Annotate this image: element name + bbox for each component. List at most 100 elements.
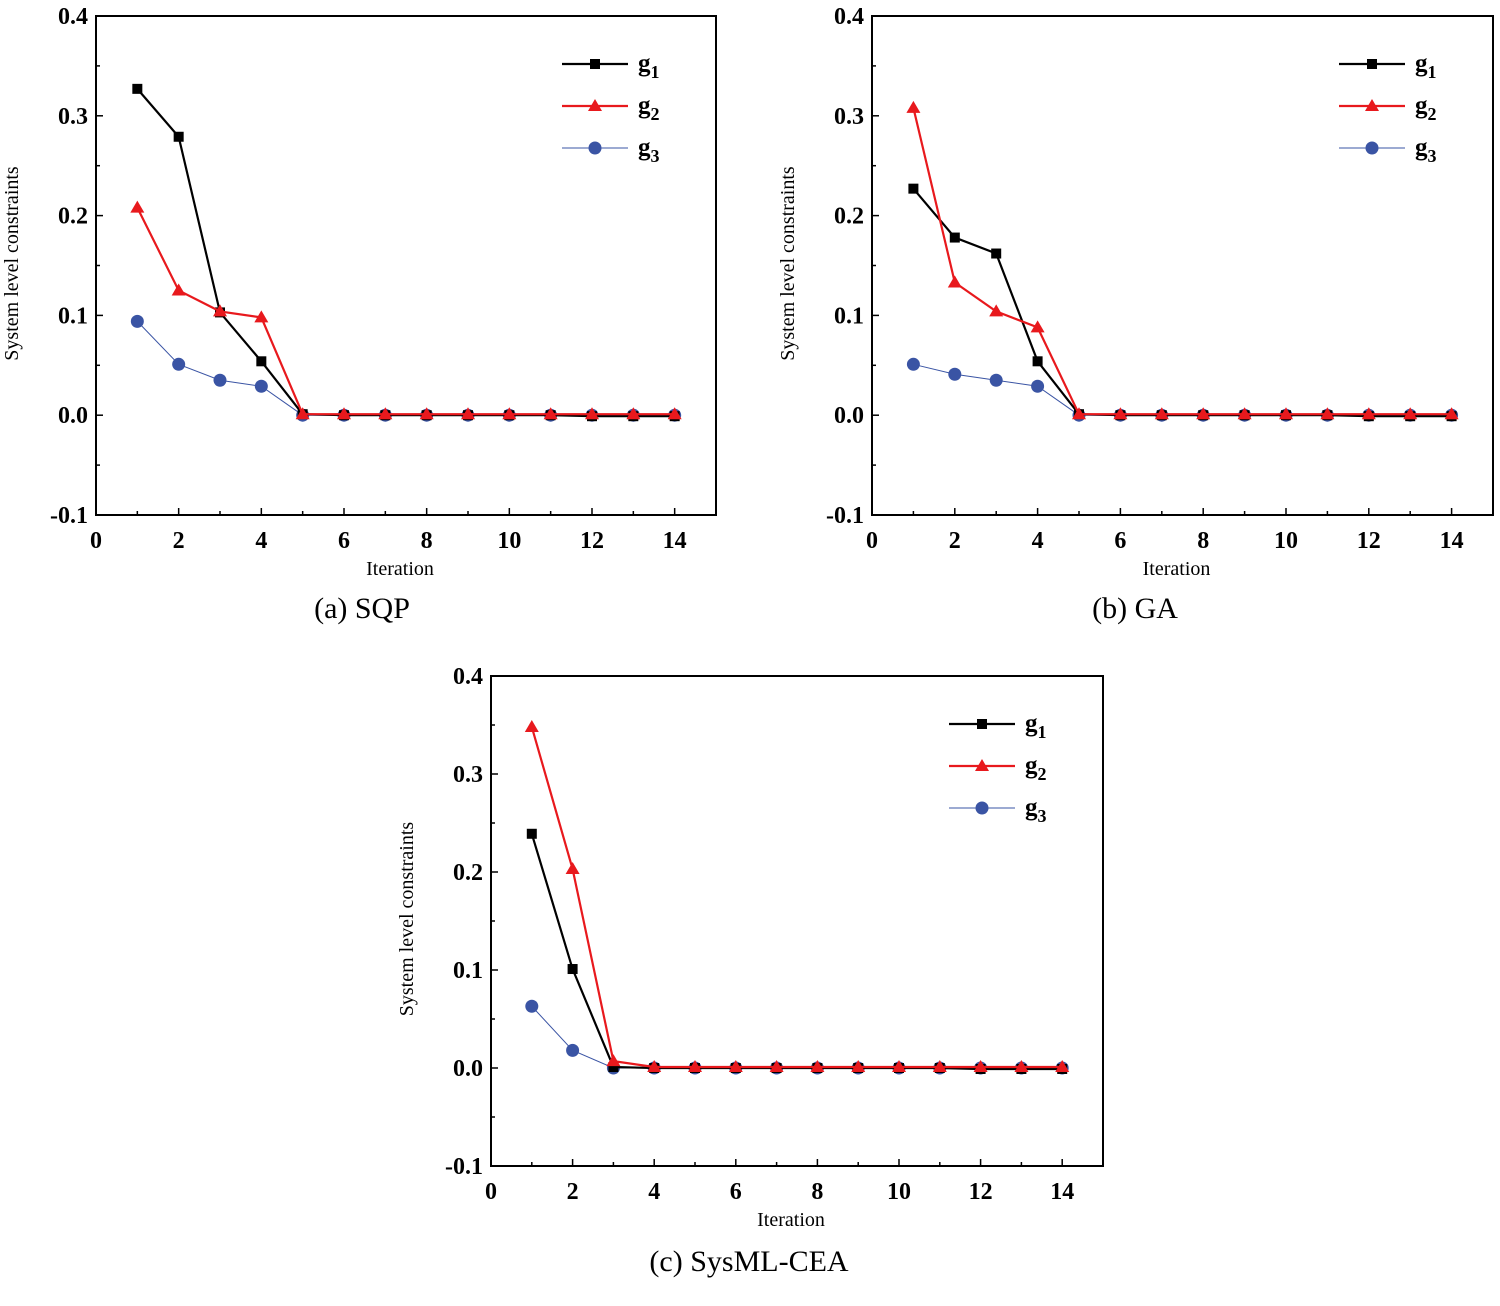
data-point-g1 [132,83,143,94]
caption-sqp: (a) SQP [314,592,410,625]
data-point-g2 [419,407,434,420]
data-point-g1 [949,232,960,243]
legend-marker-g1 [1367,59,1377,69]
data-point-g3 [1031,379,1045,393]
data-point-g2 [688,1060,702,1073]
data-point-g3 [213,373,227,387]
y-tick-label: 0.4 [453,664,483,690]
x-tick-label: 2 [949,528,961,554]
data-point-g3 [172,357,186,371]
y-tick-label: 0.3 [453,762,483,788]
data-point-g2 [1014,1060,1029,1073]
y-tick-label: -0.1 [50,503,88,529]
y-tick-label: 0.1 [834,303,864,329]
data-point-g2 [585,407,599,420]
x-tick-label: 6 [338,528,350,554]
data-point-g3 [525,999,539,1013]
x-tick-label: 8 [1197,528,1209,554]
data-point-g2 [626,407,641,420]
data-point-g2 [378,407,393,420]
series-line-g1 [530,833,1063,1071]
data-point-g2 [947,275,962,288]
data-point-g3 [566,1043,580,1057]
data-point-g2 [1196,407,1211,420]
series-line-g2 [912,107,1452,416]
data-point-g3 [989,373,1003,387]
data-point-g2 [213,304,227,317]
data-point-g1 [608,1062,619,1073]
x-axis-title: Iteration [366,558,434,580]
x-axis-title: Iteration [1143,558,1211,580]
legend-marker-g3 [1365,141,1379,155]
data-point-g3 [130,314,144,328]
y-tick-label: 0.0 [453,1056,483,1082]
x-tick-label: 14 [663,528,687,554]
legend-marker-g1 [977,719,987,729]
data-point-g3 [254,379,268,393]
data-point-g2 [932,1060,947,1073]
chart-ga: -0.1 0.0 0.1 0.2 0.3 0.4 0 2 4 6 8 10 12 14 Iteration S… [777,4,1494,580]
data-point-g2 [1279,407,1293,420]
y-tick-label: 0.3 [834,104,864,130]
x-tick-label: 4 [255,528,267,554]
data-point-g2 [565,862,580,875]
data-point-g2 [810,1060,825,1073]
data-point-g2 [524,719,539,732]
x-tick-label: 14 [1440,528,1464,554]
y-tick-label: 0.1 [453,958,483,984]
data-point-g3 [948,367,962,381]
y-tick-label: 0.2 [58,204,88,230]
y-tick-label: 0.0 [834,403,864,429]
x-tick-label: 10 [497,528,521,554]
data-point-g2 [502,407,517,420]
legend-marker-g2 [1365,99,1379,111]
x-tick-label: 2 [173,528,185,554]
data-point-g1 [991,248,1002,259]
x-tick-label: 0 [90,528,102,554]
y-tick-label: -0.1 [445,1154,483,1180]
data-point-g2 [130,200,145,213]
x-tick-label: 12 [1357,528,1381,554]
data-point-g1 [1032,356,1043,367]
legend-marker-g3 [588,141,602,155]
data-point-g1 [526,828,537,839]
legend-marker-g3 [975,801,989,815]
data-point-g2 [337,407,351,420]
legend-label-g2: g2 [1025,752,1047,784]
x-tick-label: 6 [730,1179,742,1205]
x-tick-label: 0 [485,1179,497,1205]
series-line-g2 [530,726,1063,1069]
data-point-g2 [1113,407,1128,420]
data-point-g1 [908,183,919,194]
data-point-g2 [295,407,310,420]
data-point-g2 [1361,407,1376,420]
data-point-g2 [254,310,269,323]
legend-marker-g1 [590,59,600,69]
legend-marker-g2 [975,759,989,771]
x-tick-label: 10 [1274,528,1298,554]
x-tick-label: 10 [887,1179,911,1205]
legend-marker-g2 [588,99,602,111]
y-tick-label: 0.2 [834,204,864,230]
series-line-g2 [136,207,675,416]
data-point-g2 [1237,407,1252,420]
data-point-g2 [1055,1060,1070,1073]
y-tick-label: 0.1 [58,303,88,329]
x-axis-title: Iteration [757,1209,825,1231]
data-point-g2 [728,1060,743,1073]
data-point-g2 [1320,407,1335,420]
x-tick-label: 0 [866,528,878,554]
y-axis-title: System level constraints [396,822,418,1017]
data-point-g2 [1154,407,1169,420]
legend-label-g3: g3 [1025,794,1047,826]
y-axis-title: System level constraints [1,166,23,361]
caption-ga: (b) GA [1092,592,1178,625]
data-point-g2 [606,1054,621,1067]
legend-label-g1: g1 [1025,710,1047,742]
x-tick-label: 8 [421,528,433,554]
data-point-g2 [543,407,558,420]
x-tick-label: 4 [648,1179,660,1205]
y-tick-label: 0.4 [834,4,864,30]
x-tick-label: 8 [811,1179,823,1205]
data-point-g2 [1403,407,1418,420]
